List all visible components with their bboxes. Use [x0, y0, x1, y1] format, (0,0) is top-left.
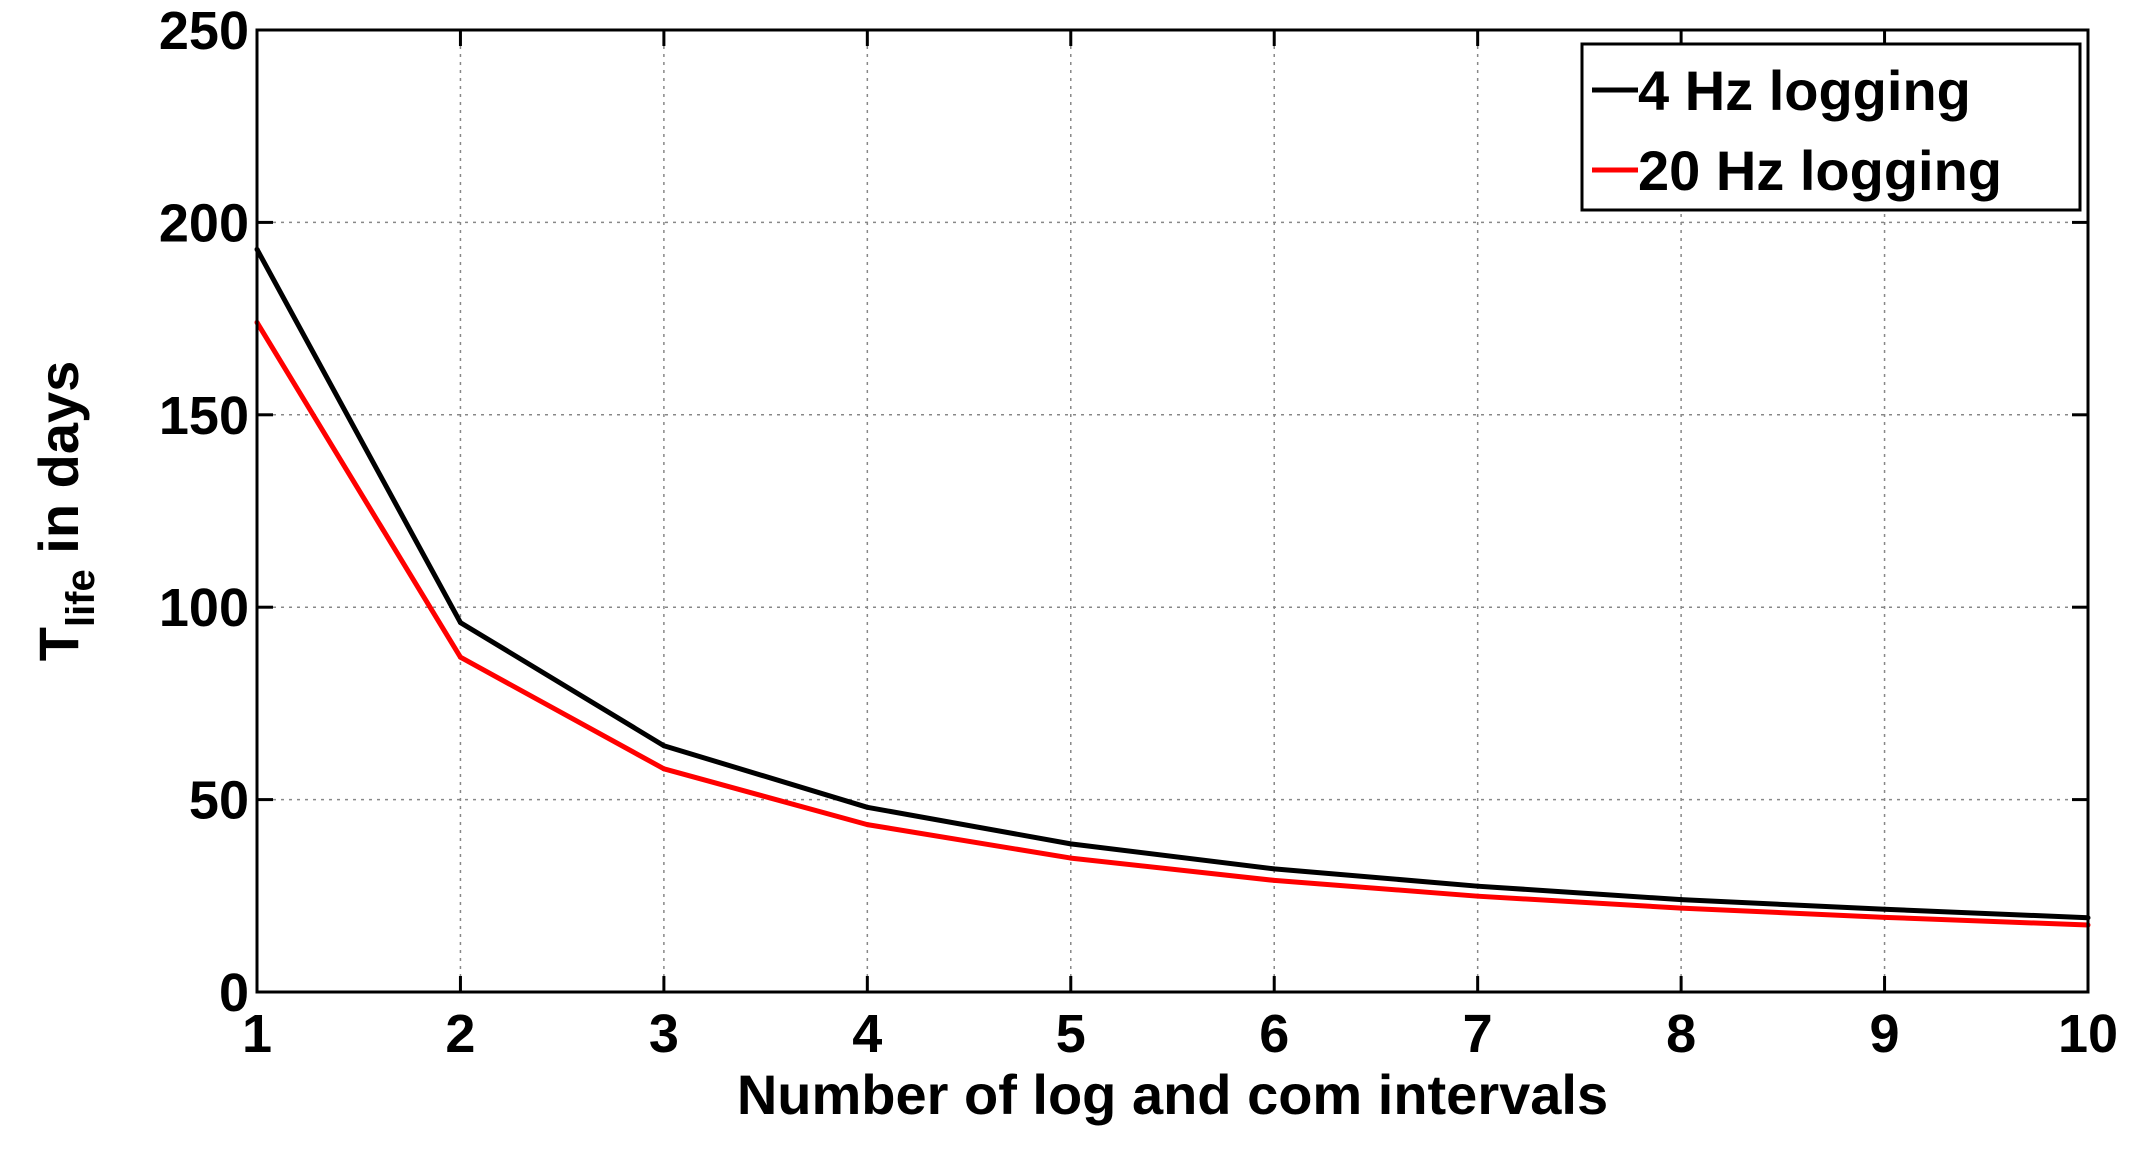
x-tick-label: 10 — [2058, 1004, 2118, 1064]
x-tick-label: 4 — [852, 1004, 882, 1064]
series-point — [1678, 897, 1684, 903]
y-tick-label: 250 — [159, 1, 249, 61]
series-point — [1271, 877, 1277, 883]
grid — [257, 30, 2088, 992]
series-line — [254, 248, 2089, 921]
series-point — [457, 654, 463, 660]
legend: 4 Hz logging 20 Hz logging — [1580, 42, 2082, 212]
y-tick-label: 150 — [159, 386, 249, 446]
series-point — [1475, 883, 1481, 889]
x-tick-label: 3 — [649, 1004, 679, 1064]
series-point — [1882, 914, 1888, 920]
x-tick-label: 8 — [1666, 1004, 1696, 1064]
legend-label: 4 Hz logging — [1638, 59, 1971, 122]
plot-frame — [255, 28, 2090, 994]
x-tick-label: 9 — [1870, 1004, 1900, 1064]
legend-box — [1580, 42, 2082, 212]
y-tick-label: 100 — [159, 578, 249, 638]
series-lines — [254, 246, 2091, 928]
series-point — [864, 822, 870, 828]
series-point — [661, 743, 667, 749]
x-tick-label: 7 — [1463, 1004, 1493, 1064]
x-tick-label: 2 — [445, 1004, 475, 1064]
series-point — [1068, 841, 1074, 847]
x-tick-label: 5 — [1056, 1004, 1086, 1064]
y-axis-label: Tlife in days — [27, 361, 103, 662]
legend-label: 20 Hz logging — [1638, 139, 2002, 202]
series-point — [1882, 906, 1888, 912]
y-axis-label-subscript: life — [59, 569, 103, 627]
series-line — [254, 321, 2089, 928]
x-tick-label: 6 — [1259, 1004, 1289, 1064]
series-point — [1475, 893, 1481, 899]
series-point — [1678, 905, 1684, 911]
x-tick-label: 1 — [242, 1004, 272, 1064]
axis-ticks — [255, 28, 2090, 994]
series-point — [1068, 855, 1074, 861]
y-tick-label: 0 — [219, 963, 249, 1023]
series-2 — [254, 319, 2091, 928]
y-tick-label: 200 — [159, 193, 249, 253]
y-tick-label: 50 — [189, 771, 249, 831]
series-1 — [254, 246, 2091, 921]
y-axis-label-main: T — [27, 627, 90, 661]
series-point — [457, 620, 463, 626]
x-axis-label: Number of log and com intervals — [737, 1063, 1608, 1126]
series-point — [661, 766, 667, 772]
y-axis-label-suffix: in days — [27, 361, 90, 570]
series-point — [864, 804, 870, 810]
series-point — [1271, 866, 1277, 872]
